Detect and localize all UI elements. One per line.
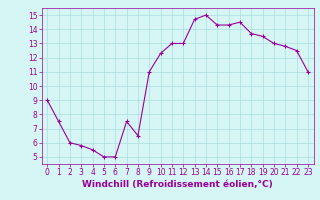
X-axis label: Windchill (Refroidissement éolien,°C): Windchill (Refroidissement éolien,°C)	[82, 180, 273, 189]
